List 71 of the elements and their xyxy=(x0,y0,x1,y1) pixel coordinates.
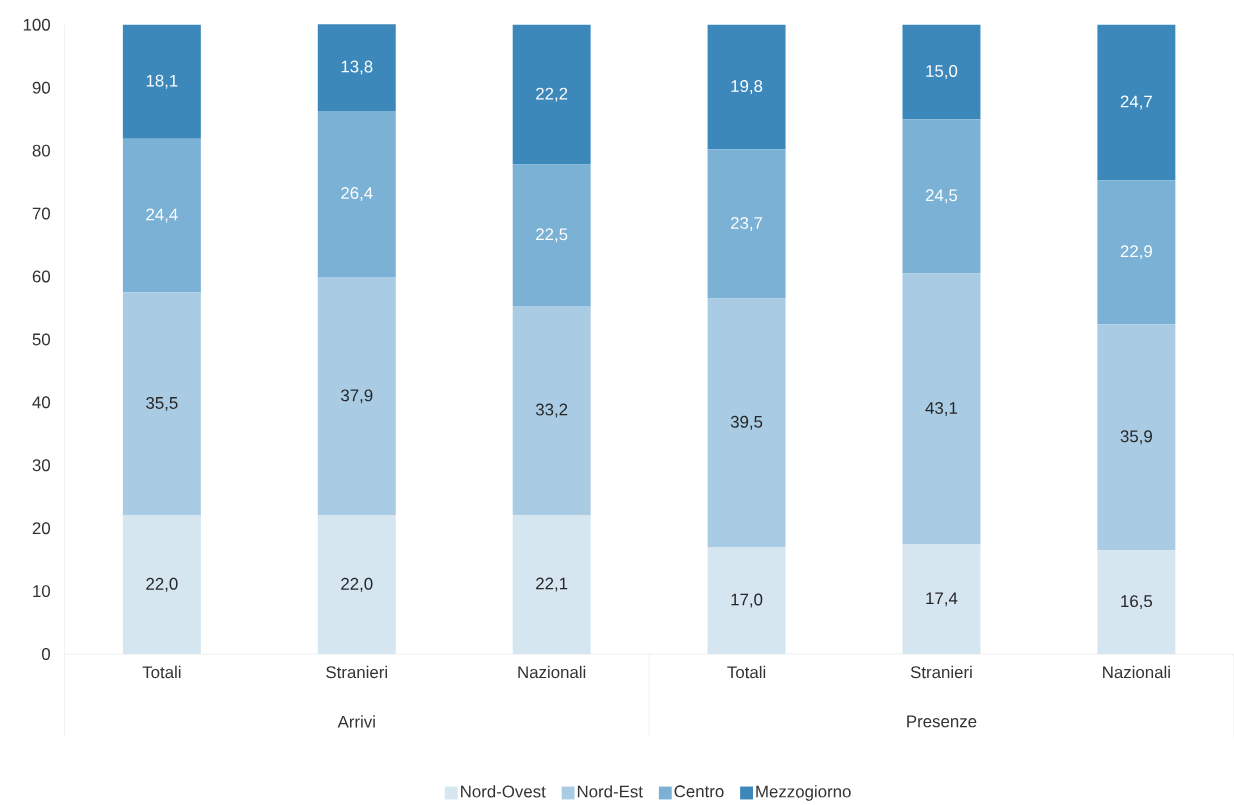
y-tick-label: 30 xyxy=(32,459,51,472)
legend-label: Nord-Est xyxy=(577,785,643,798)
data-label: 26,4 xyxy=(341,187,373,202)
y-tick-label: 50 xyxy=(32,333,51,346)
y-tick-label: 40 xyxy=(32,396,51,409)
text: Presenze xyxy=(907,715,977,728)
x-tick-label: Stranieri xyxy=(910,665,972,679)
bar xyxy=(707,149,786,299)
text: Arrivi xyxy=(337,715,375,728)
bar xyxy=(317,111,396,278)
bar xyxy=(512,24,591,165)
data-label: 22,0 xyxy=(146,578,178,592)
bar xyxy=(512,306,591,516)
bar xyxy=(122,515,201,655)
bar xyxy=(317,24,396,112)
bar xyxy=(122,292,201,516)
bar xyxy=(1097,180,1176,325)
y-tick-label: 100 xyxy=(23,18,51,31)
data-label: 17,4 xyxy=(926,592,958,607)
data-label: 33,2 xyxy=(535,403,568,418)
data-label: 13,8 xyxy=(341,60,373,75)
y-tick-label: 90 xyxy=(32,81,51,94)
data-label: 24,4 xyxy=(146,208,178,223)
x-tick-label: Totali xyxy=(727,665,766,679)
data-label: 22,5 xyxy=(536,228,568,243)
data-label: 37,9 xyxy=(341,389,373,404)
data-label: 22,0 xyxy=(341,578,373,592)
data-label: 22,1 xyxy=(536,577,568,592)
bar xyxy=(1097,550,1176,655)
x-tick-label: Stranieri xyxy=(326,665,387,679)
bar xyxy=(512,515,591,655)
x-tick-label: Nazionali xyxy=(518,665,586,679)
bar xyxy=(317,277,396,516)
legend-label: Nord-Ovest xyxy=(461,785,546,798)
data-label: 17,0 xyxy=(731,593,763,608)
bar xyxy=(902,544,981,655)
bar xyxy=(707,547,786,655)
bar xyxy=(707,298,786,548)
data-label: 15,0 xyxy=(926,65,958,80)
data-label: 18,1 xyxy=(146,74,178,89)
y-tick-label: 10 xyxy=(33,585,51,598)
bar xyxy=(512,164,591,307)
y-tick-label: 70 xyxy=(32,207,51,220)
legend-label: Mezzogiorno xyxy=(756,785,851,801)
data-label: 24,5 xyxy=(925,189,958,204)
data-label: 23,7 xyxy=(731,217,763,232)
data-label: 22,2 xyxy=(536,87,568,102)
legend-label: Centro xyxy=(674,785,724,798)
data-label: 19,8 xyxy=(731,80,763,95)
bar xyxy=(1097,24,1176,181)
bar xyxy=(707,24,786,150)
data-label: 35,5 xyxy=(146,397,178,412)
bar xyxy=(902,24,981,120)
y-tick-label: 20 xyxy=(32,522,51,535)
bar xyxy=(317,515,396,655)
data-label: 43,1 xyxy=(925,402,958,417)
bar xyxy=(122,138,201,293)
bar xyxy=(1097,324,1176,551)
data-label: 24,7 xyxy=(1120,95,1152,110)
x-tick-label: Nazionali xyxy=(1103,665,1170,679)
data-label: 22,9 xyxy=(1120,245,1152,260)
data-label: 16,5 xyxy=(1121,595,1153,610)
bar xyxy=(122,24,201,139)
data-label: 39,5 xyxy=(730,415,763,430)
y-tick-label: 80 xyxy=(32,144,51,157)
bar xyxy=(902,119,981,274)
x-tick-label: Totali xyxy=(142,665,181,679)
y-tick-label: 0 xyxy=(41,648,51,661)
data-label: 35,9 xyxy=(1120,430,1152,445)
bar xyxy=(902,273,981,545)
y-tick-label: 60 xyxy=(32,270,51,283)
